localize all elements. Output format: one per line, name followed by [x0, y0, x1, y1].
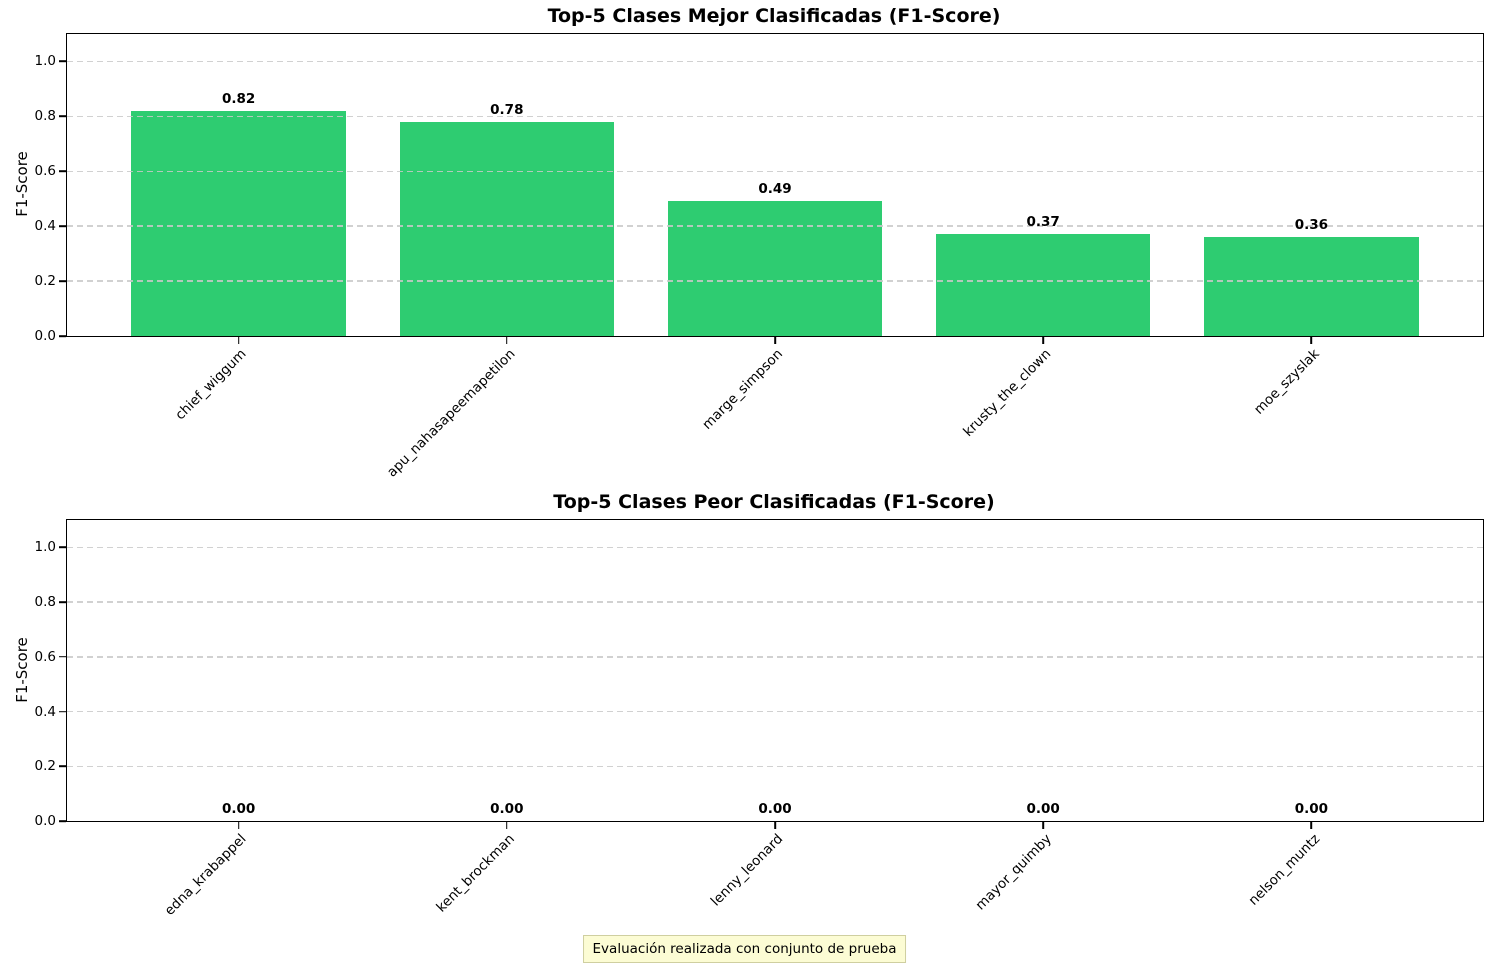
gridline: [67, 546, 1483, 549]
y-axis-label-worst: F1-Score: [13, 636, 31, 703]
bar-value-label: 0.78: [490, 101, 524, 118]
bar-value-label: 0.00: [1294, 801, 1329, 817]
bar-value-label: 0.49: [758, 181, 792, 198]
x-tick-mark: [1042, 337, 1044, 344]
x-category-label: marge_simpson: [699, 346, 787, 433]
x-category-label: lenny_leonard: [707, 831, 787, 910]
x-tick-mark: [237, 822, 240, 829]
chart-title-worst: Top-5 Clases Peor Clasificadas (F1-Score…: [553, 491, 995, 513]
x-tick-mark: [1042, 822, 1044, 829]
bar-krusty_the_clown: [935, 234, 1151, 336]
gridline: [67, 280, 1483, 282]
plot-area-worst: 0.00 edna_krabappel 0.00 kent_brockman 0.00 l…: [35, 519, 1484, 919]
gridline: [67, 601, 1483, 603]
x-category-label: edna_krabappel: [162, 831, 250, 919]
bar-value-label: 0.36: [1294, 217, 1329, 234]
chart-title-best: Top-5 Clases Mejor Clasificadas (F1-Scor…: [547, 5, 1001, 27]
x-category-label: kent_brockman: [433, 831, 519, 916]
y-tick-label: 0.8: [34, 594, 56, 611]
y-tick-mark: [59, 820, 66, 822]
y-tick-mark: [59, 170, 66, 173]
gridline: [67, 710, 1483, 713]
y-tick-label: 0.4: [34, 703, 56, 720]
y-tick-label: 0.6: [34, 648, 56, 665]
y-axis-label-best: F1-Score: [13, 151, 31, 217]
bar-chief_wiggum: [131, 110, 346, 336]
bar-value-label: 0.00: [221, 801, 256, 817]
x-tick-mark: [774, 337, 776, 344]
x-category-label: chief_wiggum: [172, 346, 250, 424]
footer-note: Evaluación realizada con conjunto de pru…: [582, 935, 907, 963]
x-tick-mark: [237, 337, 240, 344]
gridline: [67, 115, 1483, 118]
gridline: [67, 765, 1483, 767]
y-tick-mark: [59, 335, 66, 337]
y-tick-label: 0.2: [34, 273, 56, 290]
y-tick-label: 0.8: [34, 108, 56, 125]
x-category-label: moe_szyslak: [1250, 346, 1323, 418]
bar-value-label: 0.37: [1026, 214, 1060, 231]
y-tick-label: 0.0: [34, 328, 56, 344]
gridline: [67, 170, 1483, 172]
bar-value-label: 0.82: [221, 90, 256, 107]
plot-area-best: 0.82 chief_wiggum 0.78 apu_nahasapeemapetil…: [35, 33, 1484, 480]
y-tick-label: 0.0: [34, 813, 56, 829]
y-tick-mark: [59, 225, 66, 227]
bar-value-label: 0.00: [758, 801, 792, 817]
x-tick-mark: [774, 822, 776, 829]
y-tick-mark: [59, 60, 66, 63]
x-category-label: apu_nahasapeemapetilon: [383, 346, 519, 481]
gridline: [67, 656, 1483, 658]
bar-apu_nahasapeemapetilon: [399, 121, 615, 336]
bar-marge_simpson: [667, 201, 883, 336]
x-tick-mark: [1310, 337, 1313, 344]
bar-moe_szyslak: [1204, 237, 1419, 336]
y-tick-label: 0.6: [34, 163, 56, 180]
x-category-label: krusty_the_clown: [960, 346, 1055, 441]
gridline: [67, 60, 1483, 63]
y-tick-label: 0.4: [34, 218, 56, 235]
y-tick-label: 0.2: [34, 758, 56, 775]
y-tick-label: 1.0: [34, 539, 56, 556]
y-tick-mark: [59, 765, 66, 768]
y-tick-mark: [59, 601, 66, 603]
x-tick-mark: [1310, 822, 1313, 829]
y-tick-mark: [59, 710, 66, 713]
x-category-label: nelson_muntz: [1244, 831, 1323, 909]
bar-value-label: 0.00: [490, 801, 524, 817]
y-tick-mark: [59, 280, 66, 282]
y-tick-mark: [59, 115, 66, 118]
y-tick-mark: [59, 546, 66, 549]
x-category-label: mayor_quimby: [972, 831, 1055, 914]
x-tick-mark: [506, 337, 508, 344]
y-tick-label: 1.0: [34, 53, 56, 70]
gridline: [67, 225, 1483, 227]
x-tick-mark: [506, 822, 508, 829]
y-tick-mark: [59, 656, 66, 658]
bar-value-label: 0.00: [1026, 801, 1060, 817]
